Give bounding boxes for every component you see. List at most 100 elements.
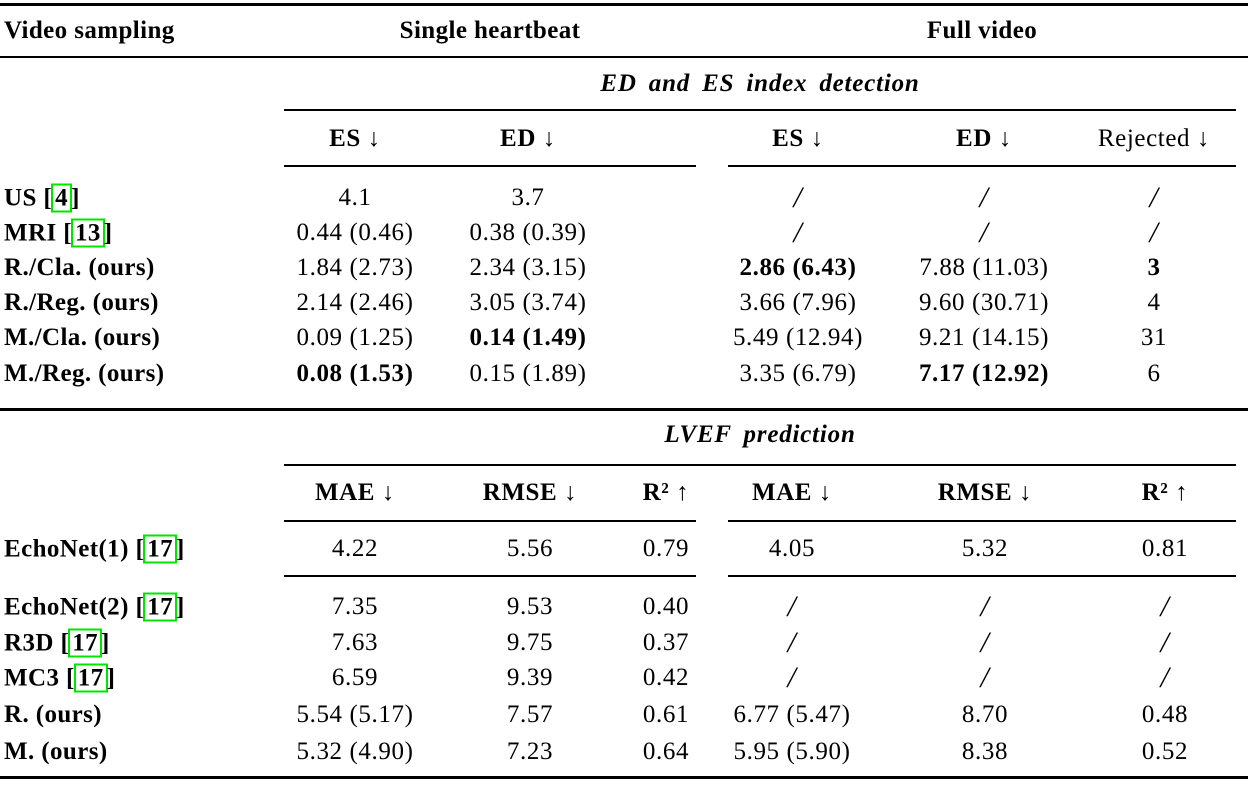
row-label: M. (ours): [4, 738, 108, 765]
row-label: EchoNet(1) [17]: [4, 534, 185, 564]
value-cell: 5.49 (12.94): [732, 324, 864, 351]
column-header: RMSE ↓: [482, 479, 578, 506]
table-rule: [0, 3, 1248, 7]
value-cell: 9.75: [506, 629, 554, 656]
row-label: R./Cla. (ours): [4, 254, 155, 281]
value-cell: 6.77 (5.47): [733, 701, 851, 728]
empty-cell: /: [1149, 216, 1159, 249]
row-label: MRI [13]: [4, 218, 113, 248]
table-rule: [0, 56, 1248, 58]
value-cell: 6: [1147, 360, 1161, 387]
table-rule: [728, 165, 1236, 167]
empty-cell: /: [979, 216, 989, 249]
empty-cell: /: [980, 626, 990, 659]
value-cell: 0.15 (1.89): [469, 360, 587, 387]
value-cell: 3.66 (7.96): [739, 289, 857, 316]
citation-link[interactable]: 4: [51, 183, 73, 213]
column-header: R² ↑: [1141, 479, 1189, 506]
citation-link[interactable]: 17: [68, 628, 103, 658]
value-cell: 9.60 (30.71): [918, 289, 1050, 316]
citation-bracket: [: [59, 664, 75, 692]
citation-bracket: [: [128, 593, 145, 621]
value-cell: 4.05: [768, 535, 816, 562]
empty-cell: /: [793, 181, 803, 214]
value-cell: 0.44 (0.46): [296, 219, 414, 246]
value-cell: 3: [1147, 254, 1161, 281]
value-cell: 2.14 (2.46): [296, 289, 414, 316]
citation-bracket: ]: [101, 629, 110, 657]
citation-link[interactable]: 17: [143, 592, 178, 622]
value-cell: 3.35 (6.79): [739, 360, 857, 387]
citation-link[interactable]: 17: [73, 663, 108, 693]
row-label: MC3 [17]: [4, 663, 116, 693]
value-cell: 7.17 (12.92): [918, 360, 1050, 387]
value-cell: 2.34 (3.15): [469, 254, 587, 281]
value-cell: 9.21 (14.15): [918, 324, 1050, 351]
citation-bracket: [: [36, 184, 53, 212]
value-cell: 0.64: [642, 738, 690, 765]
empty-cell: /: [787, 626, 797, 659]
citation-link[interactable]: 13: [70, 218, 105, 248]
empty-cell: /: [980, 590, 990, 623]
empty-cell: /: [787, 590, 797, 623]
value-cell: 31: [1140, 324, 1168, 351]
table-rule: [0, 408, 1248, 411]
column-header: MAE ↓: [314, 479, 396, 506]
column-header: RMSE ↓: [937, 479, 1033, 506]
row-label: EchoNet(2) [17]: [4, 592, 185, 622]
value-cell: 7.23: [506, 738, 554, 765]
empty-cell: /: [1160, 590, 1170, 623]
value-cell: 5.56: [506, 535, 554, 562]
citation-bracket: [: [128, 535, 145, 563]
row-label: US [4]: [4, 183, 80, 213]
table-rule: [284, 575, 696, 577]
value-cell: 2.86 (6.43): [739, 254, 857, 281]
column-header: R² ↑: [642, 479, 690, 506]
header-single-heartbeat: Single heartbeat: [399, 17, 581, 44]
citation-bracket: ]: [176, 535, 185, 563]
value-cell: 8.70: [961, 701, 1009, 728]
value-cell: 5.54 (5.17): [296, 701, 414, 728]
row-label: R. (ours): [4, 701, 103, 728]
value-cell: 0.81: [1141, 535, 1189, 562]
value-cell: 0.61: [642, 701, 690, 728]
empty-cell: /: [1160, 626, 1170, 659]
column-header: ED ↓: [956, 125, 1012, 152]
value-cell: 9.39: [506, 664, 554, 691]
table-rule: [728, 520, 1236, 522]
table-rule: [284, 464, 1236, 466]
row-label: M./Reg. (ours): [4, 360, 165, 387]
column-header: ES ↓: [772, 125, 824, 152]
section-title-ed-es-index-detection: ED and ES index detection: [600, 70, 920, 97]
value-cell: 7.88 (11.03): [919, 254, 1049, 281]
value-cell: 0.09 (1.25): [296, 324, 414, 351]
table-rule: [284, 520, 696, 522]
row-label: R./Reg. (ours): [4, 289, 159, 316]
citation-bracket: ]: [106, 664, 116, 692]
empty-cell: /: [980, 661, 990, 694]
empty-cell: /: [793, 216, 803, 249]
value-cell: 5.32: [961, 535, 1009, 562]
value-cell: 4.1: [338, 184, 372, 211]
column-header: Rejected ↓: [1097, 125, 1211, 152]
table-rule: [728, 575, 1236, 577]
citation-bracket: ]: [71, 184, 80, 212]
citation-link[interactable]: 17: [143, 534, 178, 564]
value-cell: 4: [1147, 289, 1161, 316]
table-rule: [284, 109, 1236, 111]
table-rule: [284, 165, 696, 167]
value-cell: 0.48: [1141, 701, 1189, 728]
column-header: MAE ↓: [751, 479, 833, 506]
empty-cell: /: [1149, 181, 1159, 214]
empty-cell: /: [1160, 661, 1170, 694]
row-label: M./Cla. (ours): [4, 324, 161, 351]
header-video-sampling: Video sampling: [4, 17, 175, 44]
empty-cell: /: [787, 661, 797, 694]
value-cell: 0.79: [642, 535, 690, 562]
value-cell: 8.38: [961, 738, 1009, 765]
column-header: ES ↓: [329, 125, 381, 152]
value-cell: 0.08 (1.53): [296, 360, 414, 387]
table-rule: [0, 776, 1248, 780]
citation-bracket: [: [56, 219, 72, 247]
value-cell: 7.63: [331, 629, 379, 656]
